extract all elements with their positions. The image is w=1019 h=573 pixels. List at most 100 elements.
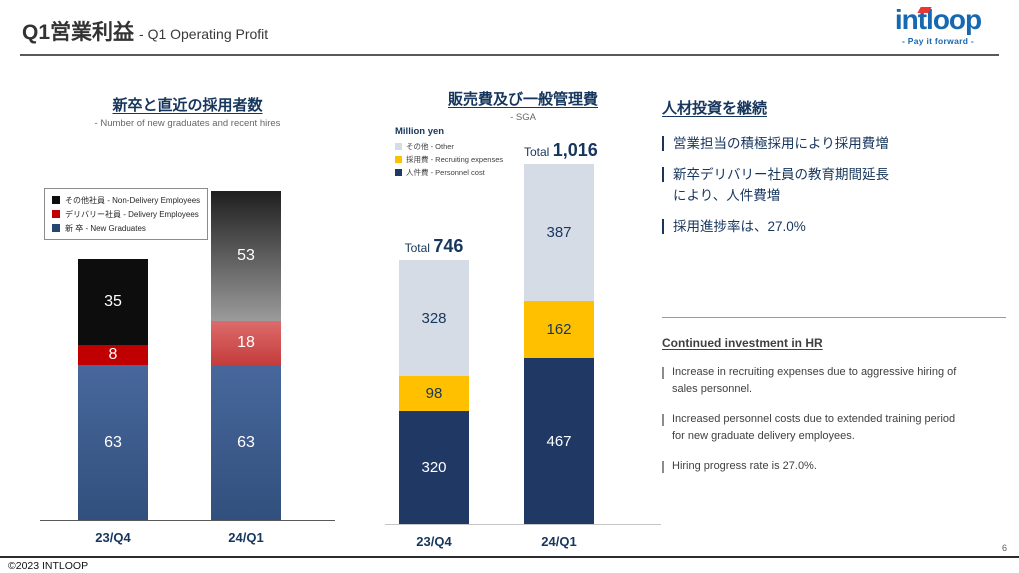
jp-bullet-1: 営業担当の積極採用により採用費増 bbox=[662, 134, 1010, 154]
copyright: ©2023 INTLOOP bbox=[8, 560, 89, 572]
segment-non-delivery-employees: 53 bbox=[211, 191, 281, 321]
hires-plot-area: 63 8 35 23/Q4 63 18 53 24/Q1 bbox=[40, 189, 335, 545]
axis-category-label: 23/Q4 bbox=[95, 530, 131, 545]
bar-stack: 320 98 328 bbox=[399, 260, 469, 524]
jp-bullet-2-line2: により、人件費増 bbox=[673, 187, 781, 203]
legend-item: その他社員 - Non-Delivery Employees bbox=[52, 193, 200, 207]
segment-value: 63 bbox=[104, 433, 122, 451]
segment-other: 387 bbox=[524, 164, 594, 301]
hires-chart-title: 新卒と直近の採用者数 bbox=[112, 97, 263, 114]
legend-item: 新 卒 - New Graduates bbox=[52, 221, 200, 235]
bar-column-sga-1: Total 746 320 98 328 23/Q4 bbox=[399, 236, 469, 549]
segment-delivery-employees: 8 bbox=[78, 345, 148, 365]
segment-value: 387 bbox=[546, 224, 572, 241]
total-value: 746 bbox=[433, 236, 464, 256]
axis-category-label: 23/Q4 bbox=[416, 534, 452, 549]
intloop-logo: intloop - Pay it forward - bbox=[877, 6, 999, 47]
legend-item: 採用費 - Recruiting expenses bbox=[395, 153, 503, 166]
logo-wordmark-text: intloop bbox=[894, 4, 982, 35]
jp-bullet-2-text: 新卒デリバリー社員の教育期間延長 により、人件費増 bbox=[673, 165, 889, 206]
segment-value: 98 bbox=[425, 385, 443, 402]
legend-label: デリバリー社員 - Delivery Employees bbox=[65, 209, 199, 219]
legend-label: 新 卒 - New Graduates bbox=[65, 223, 146, 233]
legend-swatch bbox=[52, 224, 60, 232]
segment-delivery-employees: 18 bbox=[211, 321, 281, 365]
bar-column-sga-2: Total 1,016 467 162 387 24/Q1 bbox=[524, 140, 598, 549]
legend-swatch bbox=[395, 156, 402, 163]
legend-item: 人件費 - Personnel cost bbox=[395, 166, 503, 179]
sga-chart: 販売費及び一般管理費 - SGA Million yen その他 - Other… bbox=[385, 88, 661, 568]
segment-value: 162 bbox=[546, 321, 572, 338]
legend-swatch bbox=[52, 210, 60, 218]
sga-chart-title: 販売費及び一般管理費 bbox=[447, 91, 598, 108]
footer-divider bbox=[0, 556, 1019, 558]
en-bullet-2-text: Increased personnel costs due to extende… bbox=[672, 413, 956, 443]
legend-label: 採用費 - Recruiting expenses bbox=[406, 155, 504, 164]
segment-new-graduates: 63 bbox=[78, 365, 148, 520]
page-title: Q1営業利益 - Q1 Operating Profit bbox=[22, 16, 268, 46]
bullet-bar-icon bbox=[662, 461, 664, 474]
bullet-bar-icon bbox=[662, 218, 664, 234]
segment-recruiting-expenses: 98 bbox=[399, 376, 469, 411]
jp-bullet-3: 採用進捗率は、27.0% bbox=[662, 217, 1010, 237]
hires-chart: 新卒と直近の採用者数 - Number of new graduates and… bbox=[40, 94, 335, 564]
jp-heading: 人材投資を継続 bbox=[662, 100, 768, 117]
segment-value: 53 bbox=[237, 247, 255, 264]
sga-chart-subtitle: - SGA bbox=[510, 112, 536, 123]
segment-non-delivery-employees: 35 bbox=[78, 259, 148, 345]
bar-stack: 63 18 53 bbox=[211, 191, 281, 520]
en-bullet-1: Increase in recruiting expenses due to a… bbox=[662, 364, 1010, 398]
sga-unit-label: Million yen bbox=[395, 126, 445, 137]
en-bullet-3-text: Hiring progress rate is 27.0%. bbox=[672, 460, 817, 473]
total-value: 1,016 bbox=[552, 140, 598, 160]
jp-bullet-1-text: 営業担当の積極採用により採用費増 bbox=[673, 136, 889, 151]
page-number: 6 bbox=[1001, 543, 1007, 553]
legend-swatch bbox=[52, 196, 60, 204]
bar-stack: 467 162 387 bbox=[524, 164, 594, 524]
legend-label: その他 - Other bbox=[406, 142, 454, 151]
segment-recruiting-expenses: 162 bbox=[524, 301, 594, 358]
segment-value: 35 bbox=[104, 293, 122, 310]
en-bullet-3: Hiring progress rate is 27.0%. bbox=[662, 458, 1010, 475]
bullet-bar-icon bbox=[662, 136, 664, 151]
legend-swatch bbox=[395, 169, 402, 176]
hires-chart-subtitle: - Number of new graduates and recent hir… bbox=[94, 118, 281, 129]
logo-wordmark: intloop bbox=[877, 6, 999, 34]
total-label: Total 1,016 bbox=[524, 140, 598, 161]
commentary-panel: 人材投資を継続 営業担当の積極採用により採用費増 新卒デリバリー社員の教育期間延… bbox=[662, 97, 1010, 488]
segment-other: 328 bbox=[399, 260, 469, 376]
bullet-bar-icon bbox=[662, 367, 664, 379]
bullet-bar-icon bbox=[662, 414, 664, 427]
segment-value: 467 bbox=[546, 432, 572, 450]
jp-bullet-2: 新卒デリバリー社員の教育期間延長 により、人件費増 bbox=[662, 165, 1010, 206]
jp-bullet-2-line1: 新卒デリバリー社員の教育期間延長 bbox=[673, 167, 889, 183]
page-title-japanese: Q1営業利益 bbox=[22, 21, 135, 44]
total-word: Total bbox=[404, 241, 434, 255]
axis-category-label: 24/Q1 bbox=[228, 530, 264, 545]
total-word: Total bbox=[524, 145, 553, 159]
legend-item: デリバリー社員 - Delivery Employees bbox=[52, 207, 200, 221]
sga-plot-area: Total 746 320 98 328 23/Q4 Total 1,016 467 162 3… bbox=[385, 139, 661, 549]
legend-label: その他社員 - Non-Delivery Employees bbox=[65, 195, 201, 205]
legend-label: 人件費 - Personnel cost bbox=[406, 168, 485, 177]
en-heading: Continued investment in HR bbox=[662, 336, 823, 350]
en-bullet-1-text: Increase in recruiting expenses due to a… bbox=[672, 366, 957, 396]
bar-column-hires-1: 63 8 35 23/Q4 bbox=[78, 259, 148, 545]
page-title-english: - Q1 Operating Profit bbox=[139, 26, 269, 42]
segment-personnel-cost: 467 bbox=[524, 358, 594, 524]
panel-divider bbox=[662, 317, 1006, 318]
bullet-bar-icon bbox=[662, 167, 664, 183]
segment-value: 8 bbox=[108, 346, 118, 363]
total-label: Total 746 bbox=[399, 236, 469, 257]
bar-stack: 63 8 35 bbox=[78, 259, 148, 520]
segment-personnel-cost: 320 bbox=[399, 411, 469, 524]
hires-legend: その他社員 - Non-Delivery Employees デリバリー社員 - … bbox=[44, 188, 209, 240]
header-divider bbox=[20, 54, 999, 56]
jp-bullet-3-text: 採用進捗率は、27.0% bbox=[673, 218, 806, 234]
segment-value: 320 bbox=[421, 459, 447, 476]
en-bullet-2: Increased personnel costs due to extende… bbox=[662, 411, 1010, 445]
legend-swatch bbox=[395, 143, 402, 150]
segment-value: 63 bbox=[237, 433, 255, 451]
sga-legend: その他 - Other 採用費 - Recruiting expenses 人件費 … bbox=[395, 140, 503, 179]
